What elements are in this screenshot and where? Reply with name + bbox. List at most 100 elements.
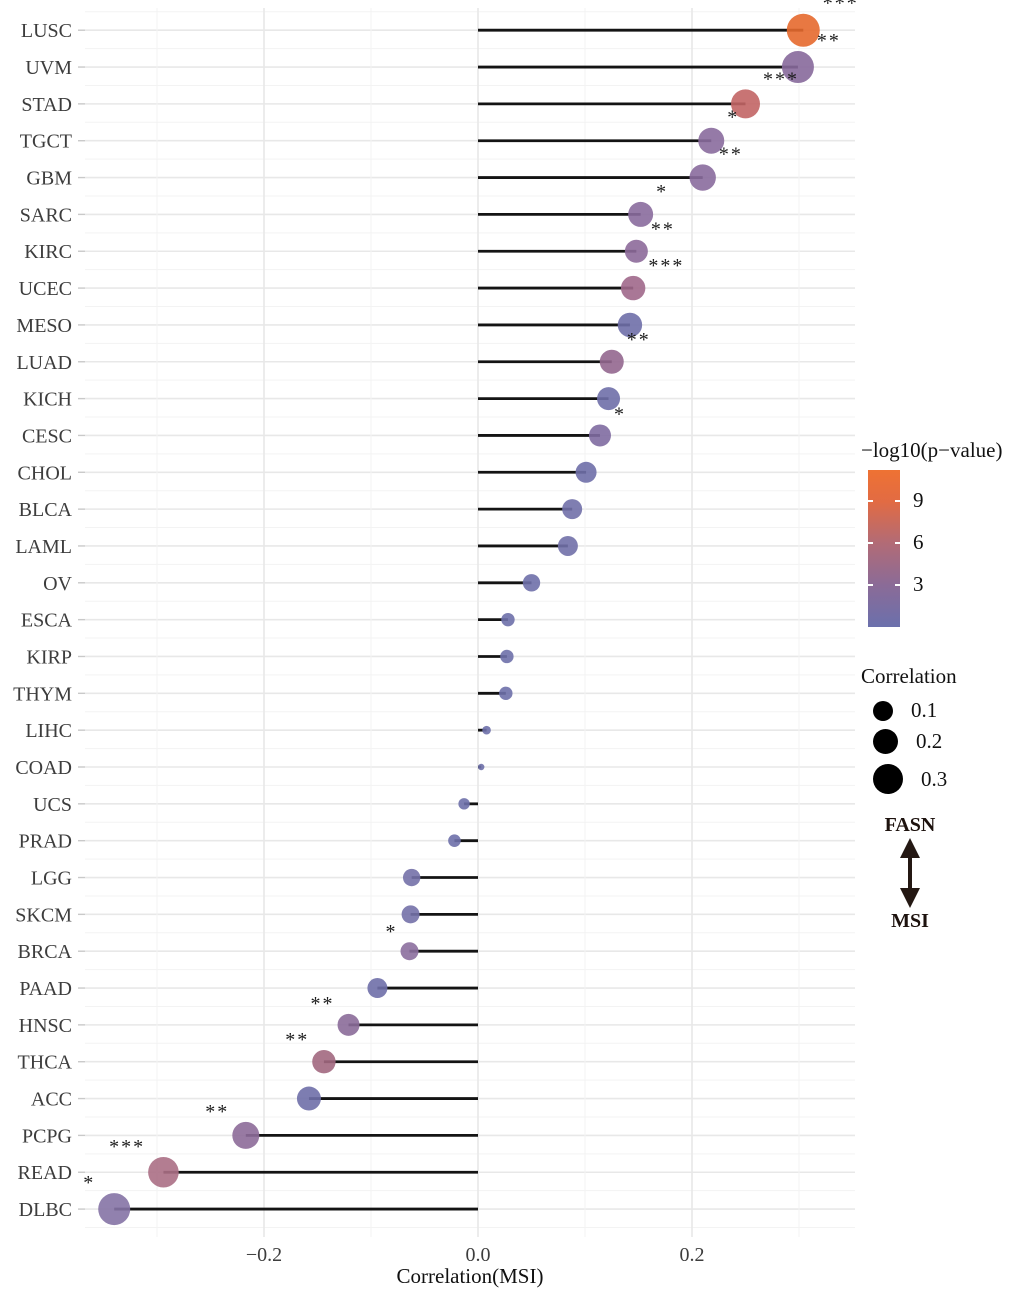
y-label-KIRC: KIRC bbox=[24, 241, 72, 263]
y-label-GBM: GBM bbox=[26, 168, 72, 190]
colorbar-title: −log10(p−value) bbox=[861, 438, 1003, 462]
lollipop-point-LAML bbox=[557, 535, 578, 556]
y-label-STAD: STAD bbox=[21, 94, 72, 116]
legend: −log10(p−value) 9 6 3 Correlation 0.1 0.2 0.… bbox=[855, 438, 1020, 998]
lollipop-point-KICH bbox=[597, 387, 621, 411]
lollipop-point-UCEC bbox=[620, 275, 646, 301]
double-arrow-icon bbox=[900, 838, 920, 908]
y-label-LIHC: LIHC bbox=[25, 720, 72, 742]
x-tick-label: 0.0 bbox=[466, 1244, 491, 1266]
lollipop-point-MESO bbox=[617, 312, 643, 338]
y-label-CHOL: CHOL bbox=[18, 462, 72, 484]
significance-stars: ** bbox=[627, 329, 651, 351]
y-label-HNSC: HNSC bbox=[19, 1015, 72, 1037]
size-legend-dot bbox=[873, 764, 903, 794]
colorbar-tick-label: 9 bbox=[913, 487, 924, 512]
lollipop-point-KIRC bbox=[624, 239, 648, 263]
lollipop-point-LGG bbox=[402, 868, 421, 887]
y-label-DLBC: DLBC bbox=[19, 1199, 72, 1221]
size-legend-item: 0.1 bbox=[873, 698, 937, 723]
significance-stars: * bbox=[83, 1172, 95, 1194]
y-label-LUAD: LUAD bbox=[16, 352, 72, 374]
y-label-OV: OV bbox=[43, 573, 72, 595]
y-label-PRAD: PRAD bbox=[19, 831, 72, 853]
lollipop-point-OV bbox=[522, 574, 541, 592]
y-label-LGG: LGG bbox=[31, 868, 72, 890]
lollipop-point-ACC bbox=[296, 1086, 321, 1111]
y-label-KIRP: KIRP bbox=[26, 646, 72, 668]
significance-stars: ** bbox=[651, 219, 675, 241]
lollipop-point-LUSC bbox=[786, 13, 820, 47]
lollipop-point-UCS bbox=[458, 798, 470, 810]
lollipop-point-PRAD bbox=[448, 834, 461, 847]
size-legend-label: 0.2 bbox=[916, 729, 943, 753]
lollipop-point-HNSC bbox=[337, 1013, 360, 1036]
size-legend-label: 0.1 bbox=[911, 698, 938, 722]
size-legend-dot bbox=[873, 729, 898, 754]
y-label-PCPG: PCPG bbox=[22, 1125, 72, 1147]
y-label-LAML: LAML bbox=[15, 536, 72, 558]
lollipop-point-THCA bbox=[312, 1050, 336, 1074]
significance-stars: * bbox=[656, 181, 668, 203]
colorbar-tick-label: 6 bbox=[913, 530, 924, 554]
significance-stars: ** bbox=[205, 1101, 229, 1123]
msi-label: MSI bbox=[891, 910, 929, 932]
y-label-MESO: MESO bbox=[16, 315, 72, 337]
significance-stars: *** bbox=[109, 1136, 145, 1158]
significance-stars: *** bbox=[823, 0, 859, 15]
y-label-THCA: THCA bbox=[18, 1052, 73, 1074]
y-label-UCS: UCS bbox=[33, 794, 72, 816]
y-label-SKCM: SKCM bbox=[15, 904, 72, 926]
significance-stars: ** bbox=[311, 993, 335, 1015]
y-label-BLCA: BLCA bbox=[19, 499, 73, 521]
colorbar-tick-label: 3 bbox=[913, 571, 924, 596]
y-label-PAAD: PAAD bbox=[19, 978, 72, 1000]
lollipop-point-READ bbox=[148, 1156, 179, 1188]
colorbar-tickmark bbox=[895, 583, 900, 586]
y-label-ACC: ACC bbox=[31, 1089, 72, 1111]
y-label-CESC: CESC bbox=[22, 425, 72, 447]
lollipop-point-THYM bbox=[499, 686, 513, 701]
significance-stars: * bbox=[614, 403, 626, 425]
y-label-TGCT: TGCT bbox=[20, 131, 72, 153]
lollipop-point-UVM bbox=[781, 51, 814, 84]
size-legend-title: Correlation bbox=[861, 664, 957, 688]
significance-stars: ** bbox=[719, 143, 743, 165]
y-label-UVM: UVM bbox=[25, 57, 72, 79]
y-label-UCEC: UCEC bbox=[19, 278, 72, 300]
lollipop-point-CESC bbox=[588, 424, 611, 447]
y-label-READ: READ bbox=[18, 1162, 72, 1184]
colorbar bbox=[868, 470, 900, 627]
fasn-label: FASN bbox=[884, 814, 936, 836]
y-label-BRCA: BRCA bbox=[18, 941, 73, 963]
colorbar-tickmark bbox=[868, 583, 873, 586]
lollipop-point-BRCA bbox=[400, 942, 419, 961]
size-legend-item: 0.2 bbox=[873, 729, 942, 754]
colorbar-tickmark bbox=[895, 499, 900, 502]
x-tick-label: 0.2 bbox=[680, 1244, 705, 1266]
x-tick-label: −0.2 bbox=[246, 1244, 282, 1266]
lollipop-point-BLCA bbox=[562, 499, 583, 520]
lollipop-point-KIRP bbox=[500, 649, 514, 664]
y-label-LUSC: LUSC bbox=[21, 20, 72, 42]
colorbar-tickmark bbox=[895, 542, 900, 544]
lollipop-point-PAAD bbox=[367, 978, 388, 999]
significance-stars: *** bbox=[648, 255, 684, 277]
lollipop-point-LUAD bbox=[599, 349, 624, 374]
significance-stars: * bbox=[386, 921, 398, 943]
colorbar-tickmark bbox=[868, 499, 873, 502]
size-legend-dot bbox=[873, 700, 893, 721]
size-legend-label: 0.3 bbox=[921, 766, 948, 791]
lollipop-point-STAD bbox=[731, 89, 760, 119]
y-label-ESCA: ESCA bbox=[21, 610, 73, 632]
lollipop-point-GBM bbox=[689, 164, 716, 191]
lollipop-point-SARC bbox=[628, 201, 654, 227]
lollipop-point-SKCM bbox=[401, 905, 420, 924]
y-label-THYM: THYM bbox=[13, 683, 72, 705]
lollipop-point-COAD bbox=[478, 763, 485, 771]
lollipop-point-DLBC bbox=[98, 1193, 131, 1226]
lollipop-point-ESCA bbox=[501, 612, 515, 627]
lollipop-point-PCPG bbox=[232, 1121, 260, 1149]
